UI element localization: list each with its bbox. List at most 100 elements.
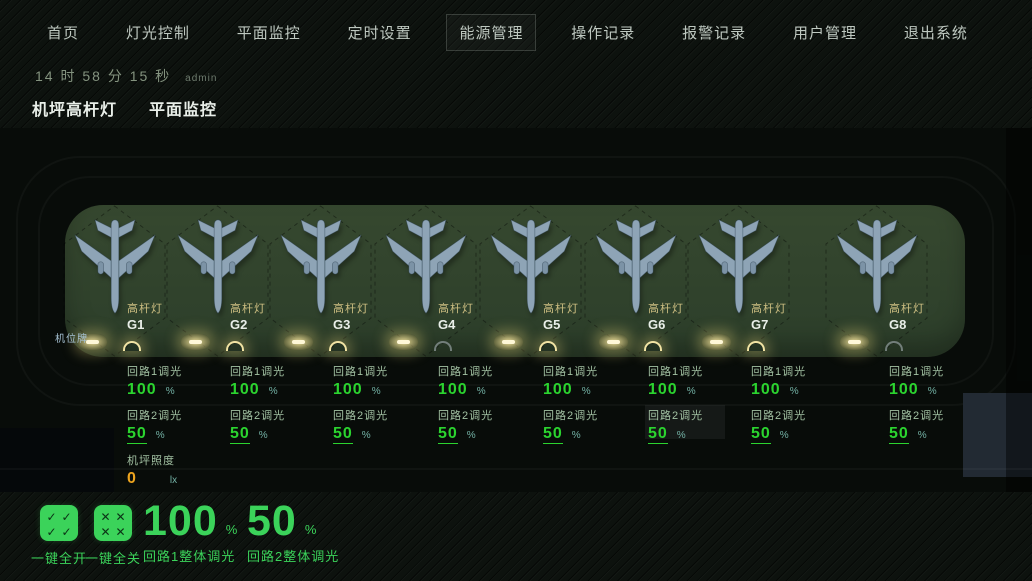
lamp-type-label: 高杆灯 <box>333 303 369 315</box>
lamp-id: G6 <box>648 317 666 332</box>
lamp-switch-icon[interactable] <box>599 334 628 350</box>
circuit2-label: 回路2调光 <box>543 410 599 422</box>
circuit2-value-input[interactable]: 50 <box>648 425 668 444</box>
lamp-id: G7 <box>751 317 769 332</box>
circuit1-label: 回路1调光 <box>543 366 599 378</box>
lamp-switch-icon[interactable] <box>494 334 523 350</box>
lamp-values: 回路1调光 100 % 回路2调光 50 % 机坪照度 0 lx <box>127 363 182 488</box>
lamp-column: 高杆灯 G8 回路1调光 100 % 回路2调光 50 % <box>825 205 943 473</box>
dimmer-gauge-icon[interactable] <box>535 333 561 351</box>
lamp-type-label: 高杆灯 <box>889 303 925 315</box>
lamp-values: 回路1调光 100 % 回路2调光 50 % <box>333 363 388 452</box>
lamp-values: 回路1调光 100 % 回路2调光 50 % <box>889 363 944 452</box>
stand-hexagon-outline <box>687 205 790 357</box>
circuit1-value: 100 <box>333 381 363 398</box>
circuit1-label: 回路1调光 <box>333 366 389 378</box>
circuit1-label: 回路1调光 <box>751 366 807 378</box>
dimmer-gauge-icon[interactable] <box>743 333 769 351</box>
circuit1-master-value[interactable]: 100 <box>143 497 218 545</box>
lamp-id: G3 <box>333 317 351 332</box>
stand-hexagon-outline <box>374 205 477 357</box>
airplane-icon <box>177 219 259 314</box>
circuit2-unit: % <box>779 430 789 441</box>
circuit2-label: 回路2调光 <box>127 410 183 422</box>
circuit2-value-input[interactable]: 50 <box>889 425 909 444</box>
top-nav: 首页 灯光控制 平面监控 定时设置 能源管理 操作记录 报警记录 用户管理 退出系统 <box>35 14 980 51</box>
nav-item-6[interactable]: 报警记录 <box>682 25 747 42</box>
lamp-label-block: 高杆灯 G5 <box>543 303 579 331</box>
lamp-switch-icon[interactable] <box>181 334 210 350</box>
circuit1-label: 回路1调光 <box>889 366 945 378</box>
lamp-id: G5 <box>543 317 561 332</box>
lamp-type-label: 高杆灯 <box>127 303 163 315</box>
lamp-controls <box>479 333 582 353</box>
nav-item-1[interactable]: 灯光控制 <box>125 25 190 42</box>
circuit2-value-input[interactable]: 50 <box>333 425 353 444</box>
dimmer-gauge-icon[interactable] <box>222 333 248 351</box>
stand-hexagon-outline <box>584 205 687 357</box>
nav-item-4[interactable]: 能源管理 <box>446 14 537 51</box>
all-off-button[interactable]: ✕ ✕ ✕ ✕ <box>94 505 132 541</box>
circuit2-unit: % <box>676 430 686 441</box>
dimmer-gauge-icon[interactable] <box>640 333 666 351</box>
dimmer-gauge-icon[interactable] <box>881 333 907 351</box>
nav-item-5[interactable]: 操作记录 <box>571 25 636 42</box>
airplane-icon <box>595 219 677 314</box>
lamp-switch-icon[interactable] <box>78 334 107 350</box>
circuit1-unit: % <box>371 386 381 397</box>
nav-item-2[interactable]: 平面监控 <box>236 25 301 42</box>
lamp-type-label: 高杆灯 <box>648 303 684 315</box>
tab-plane-monitor[interactable]: 平面监控 <box>149 102 218 119</box>
circuit2-value-input[interactable]: 50 <box>230 425 250 444</box>
circuit2-unit: % <box>155 430 165 441</box>
circuit1-unit: % <box>268 386 278 397</box>
circuit2-value-input[interactable]: 50 <box>751 425 771 444</box>
circuit1-value: 100 <box>230 381 260 398</box>
lamp-controls <box>687 333 790 353</box>
lamp-controls <box>825 333 928 353</box>
map-edge-shadow <box>1006 128 1032 492</box>
circuit2-value-input[interactable]: 50 <box>543 425 563 444</box>
lamp-values: 回路1调光 100 % 回路2调光 50 % <box>230 363 285 452</box>
nav-item-3[interactable]: 定时设置 <box>347 25 412 42</box>
circuit1-unit: % <box>927 386 937 397</box>
circuit2-unit: % <box>258 430 268 441</box>
circuit1-master-dimmer: 100 % 回路1整体调光 <box>143 498 253 565</box>
lamp-switch-icon[interactable] <box>389 334 418 350</box>
circuit2-value-input[interactable]: 50 <box>127 425 147 444</box>
circuit2-unit: % <box>466 430 476 441</box>
dark-area <box>0 428 114 492</box>
circuit1-unit: % <box>686 386 696 397</box>
circuit2-master-label: 回路2整体调光 <box>247 549 340 564</box>
circuit2-value-input[interactable]: 50 <box>438 425 458 444</box>
lamp-controls <box>374 333 477 353</box>
lamp-switch-icon[interactable] <box>284 334 313 350</box>
lamp-switch-icon[interactable] <box>840 334 869 350</box>
stand-hexagon-outline <box>63 205 166 357</box>
dimmer-gauge-icon[interactable] <box>119 333 145 351</box>
circuit2-unit: % <box>917 430 927 441</box>
tab-apron-highmast[interactable]: 机坪高杆灯 <box>32 102 118 119</box>
lamp-column: 高杆灯 G2 回路1调光 100 % 回路2调光 50 % <box>166 205 284 473</box>
circuit2-master-dimmer: 50 % 回路2整体调光 <box>247 498 357 565</box>
nav-item-7[interactable]: 用户管理 <box>793 25 858 42</box>
circuit1-value: 100 <box>648 381 678 398</box>
lamp-values: 回路1调光 100 % 回路2调光 50 % <box>648 363 703 452</box>
footer-bar: ✓ ✓ ✓ ✓ ✕ ✕ ✕ ✕ 一键全开 一键全关 100 % 回路1整体调光 50 % 回… <box>0 498 1032 581</box>
lamp-switch-icon[interactable] <box>702 334 731 350</box>
lamp-id: G8 <box>889 317 907 332</box>
circuit2-label: 回路2调光 <box>230 410 286 422</box>
circuit1-value: 100 <box>889 381 919 398</box>
nav-item-0[interactable]: 首页 <box>47 25 80 42</box>
all-on-button[interactable]: ✓ ✓ ✓ ✓ <box>40 505 78 541</box>
lamp-values: 回路1调光 100 % 回路2调光 50 % <box>438 363 493 452</box>
lamp-label-block: 高杆灯 G1 <box>127 303 163 331</box>
circuit2-master-value[interactable]: 50 <box>247 497 297 545</box>
circuit2-label: 回路2调光 <box>751 410 807 422</box>
lamp-type-label: 高杆灯 <box>751 303 787 315</box>
nav-item-8[interactable]: 退出系统 <box>903 25 968 42</box>
circuit2-master-unit: % <box>304 522 317 537</box>
dimmer-gauge-icon[interactable] <box>325 333 351 351</box>
dimmer-gauge-icon[interactable] <box>430 333 456 351</box>
logged-in-user: admin <box>185 73 218 84</box>
